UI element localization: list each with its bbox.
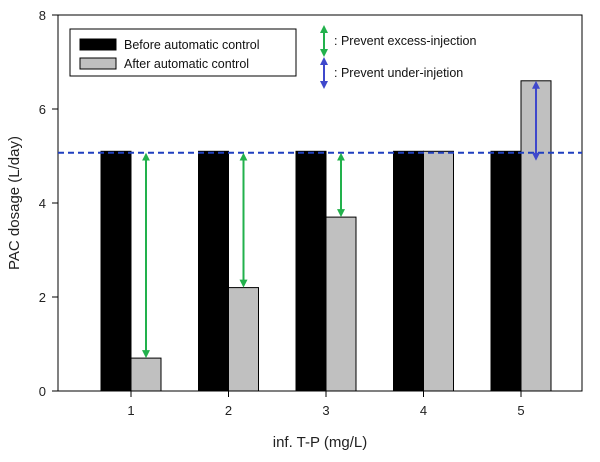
bar-after-3 [325, 216, 357, 392]
y-axis-ticks: 0 2 4 6 8 [39, 8, 58, 399]
y-tick-label: 0 [39, 384, 46, 399]
bar-before-3 [295, 150, 327, 392]
bar-before-4 [393, 150, 424, 392]
legend-label-after: After automatic control [124, 57, 249, 71]
x-tick-label: 4 [420, 403, 427, 418]
y-tick-label: 8 [39, 8, 46, 23]
bar-after-1 [130, 357, 162, 392]
y-tick-label: 2 [39, 290, 46, 305]
bar-after-4 [423, 150, 454, 392]
bars [100, 80, 552, 392]
x-axis-ticks: 1 2 3 4 5 [127, 391, 525, 418]
annotation-under-label: : Prevent under-injetion [334, 66, 463, 80]
x-axis-title: inf. T-P (mg/L) [273, 434, 367, 451]
bar-before-2 [198, 150, 229, 392]
annotation-legend: : Prevent excess-injection : Prevent und… [320, 25, 476, 89]
bar-before-5 [490, 150, 522, 392]
y-tick-label: 6 [39, 102, 46, 117]
arrows-layer [142, 80, 540, 359]
x-tick-label: 3 [322, 403, 329, 418]
annotation-excess-label: : Prevent excess-injection [334, 34, 476, 48]
x-tick-label: 2 [225, 403, 232, 418]
legend-label-before: Before automatic control [124, 38, 260, 52]
x-tick-label: 1 [127, 403, 134, 418]
x-tick-label: 5 [517, 403, 524, 418]
legend-swatch-before [79, 38, 117, 51]
bar-after-2 [228, 287, 259, 392]
legend: Before automatic control After automatic… [69, 28, 297, 77]
bar-before-1 [100, 150, 132, 392]
y-tick-label: 4 [39, 196, 46, 211]
y-axis-title: PAC dosage (L/day) [6, 136, 23, 270]
legend-swatch-after [79, 57, 117, 70]
